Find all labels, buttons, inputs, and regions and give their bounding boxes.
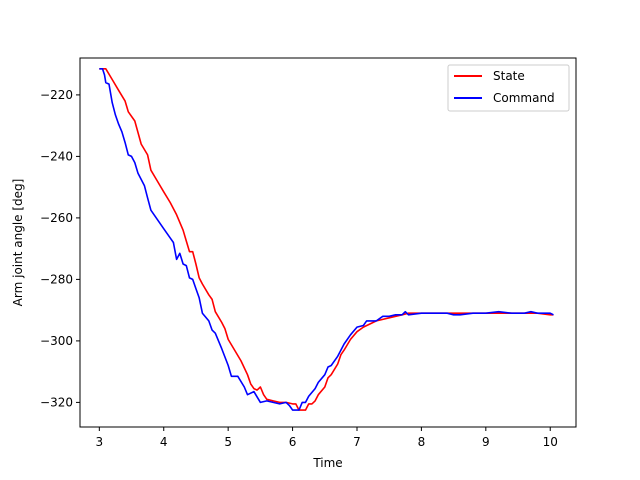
x-tick-label: 4 xyxy=(160,435,168,449)
y-tick-label: −280 xyxy=(40,272,73,286)
x-tick-label: 7 xyxy=(353,435,361,449)
legend: State Command xyxy=(447,64,570,112)
y-axis-label: Arm joint angle [deg] xyxy=(11,179,25,307)
plot-area xyxy=(79,57,577,428)
x-tick-label: 10 xyxy=(543,435,558,449)
y-tick-label: −320 xyxy=(40,395,73,409)
y-tick-label: −300 xyxy=(40,334,73,348)
x-tick-label: 6 xyxy=(289,435,297,449)
x-tick-label: 3 xyxy=(96,435,104,449)
series-line-command xyxy=(99,68,554,411)
x-tick-label: 5 xyxy=(224,435,232,449)
x-axis-label: Time xyxy=(312,456,342,470)
y-tick-label: −240 xyxy=(40,149,73,163)
axes-frame xyxy=(79,57,577,428)
x-axis-ticks: 3 4 5 6 7 8 9 10 xyxy=(96,427,558,449)
legend-label-state: State xyxy=(493,69,525,83)
y-axis-ticks: −320 −300 −280 −260 −240 −220 xyxy=(40,88,80,409)
legend-label-command: Command xyxy=(493,91,555,105)
y-tick-label: −260 xyxy=(40,211,73,225)
x-tick-label: 8 xyxy=(418,435,426,449)
y-tick-label: −220 xyxy=(40,88,73,102)
x-tick-label: 9 xyxy=(482,435,490,449)
series-layer xyxy=(99,68,554,411)
